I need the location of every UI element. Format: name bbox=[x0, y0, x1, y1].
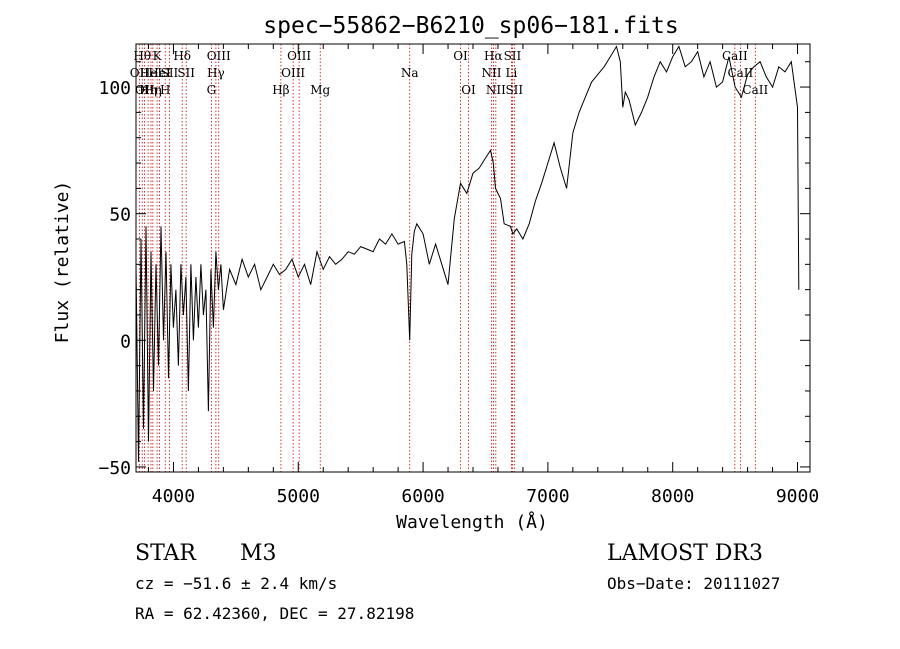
obs-date: Obs−Date: 20111027 bbox=[607, 574, 780, 593]
object-class: STAR bbox=[135, 541, 197, 566]
marker-label-12: G bbox=[207, 83, 217, 97]
marker-label-23: Hα bbox=[484, 49, 503, 63]
y-axis: −50 0 50 100 bbox=[98, 61, 810, 479]
marker-label-7: HeI bbox=[148, 66, 171, 80]
survey-name: LAMOST DR3 bbox=[607, 541, 763, 566]
marker-labels: OIIHθOIIHηHeIHηKHeIHSIIHδSIIGHγOIIIHβOII… bbox=[130, 49, 769, 97]
marker-label-30: CaII bbox=[742, 83, 768, 97]
marker-label-17: OIII bbox=[287, 49, 311, 63]
marker-label-1: Hθ bbox=[133, 49, 151, 63]
plot-frame bbox=[135, 43, 811, 473]
marker-label-6: K bbox=[153, 49, 163, 63]
x-axis-label: Wavelength (Å) bbox=[396, 511, 548, 533]
coordinates: RA = 62.42360, DEC = 27.82198 bbox=[135, 604, 414, 623]
marker-label-22: NII bbox=[481, 66, 501, 80]
x-tick-label-0: 4000 bbox=[152, 486, 195, 507]
marker-label-9: SII bbox=[161, 66, 179, 80]
redshift-readout: cz = −51.6 ± 2.4 km/s bbox=[135, 574, 337, 593]
marker-label-20: OI bbox=[453, 49, 468, 63]
marker-label-24: NII bbox=[486, 83, 506, 97]
object-subclass: M3 bbox=[240, 541, 277, 566]
marker-label-18: Mg bbox=[310, 83, 330, 97]
marker-label-11: SII bbox=[177, 66, 195, 80]
spectrum-line bbox=[135, 45, 800, 462]
marker-label-0: OII bbox=[130, 66, 150, 80]
marker-label-2: OII bbox=[135, 83, 155, 97]
marker-label-26: SII bbox=[504, 49, 522, 63]
x-tick-label-4: 8000 bbox=[651, 486, 694, 507]
marker-label-14: OIII bbox=[207, 49, 231, 63]
x-tick-label-3: 7000 bbox=[526, 486, 569, 507]
marker-label-27: SII bbox=[505, 83, 523, 97]
marker-label-28: CaII bbox=[722, 49, 748, 63]
marker-label-5: Hη bbox=[144, 83, 162, 97]
marker-label-4: HeI bbox=[140, 66, 163, 80]
marker-label-21: OI bbox=[461, 83, 476, 97]
marker-label-8: H bbox=[160, 83, 170, 97]
marker-label-25: Li bbox=[506, 66, 518, 80]
x-axis: 4000 5000 6000 7000 8000 9000 bbox=[147, 44, 819, 507]
marker-label-19: Na bbox=[401, 66, 419, 80]
marker-label-15: Hβ bbox=[272, 83, 289, 97]
y-tick-label-3: 100 bbox=[98, 78, 131, 99]
x-tick-label-1: 5000 bbox=[277, 486, 320, 507]
y-tick-label-2: 50 bbox=[109, 205, 131, 226]
line-markers bbox=[138, 44, 756, 472]
marker-label-10: Hδ bbox=[173, 49, 191, 63]
marker-label-13: Hγ bbox=[207, 66, 225, 80]
y-tick-label-0: −50 bbox=[98, 458, 131, 479]
y-axis-label: Flux (relative) bbox=[52, 181, 73, 344]
chart-title: spec−55862−B6210_sp06−181.fits bbox=[263, 13, 678, 39]
y-tick-label-1: 0 bbox=[120, 331, 131, 352]
marker-label-16: OIII bbox=[281, 66, 305, 80]
marker-label-3: Hη bbox=[139, 83, 157, 97]
x-tick-label-2: 6000 bbox=[401, 486, 444, 507]
x-tick-label-5: 9000 bbox=[776, 486, 819, 507]
